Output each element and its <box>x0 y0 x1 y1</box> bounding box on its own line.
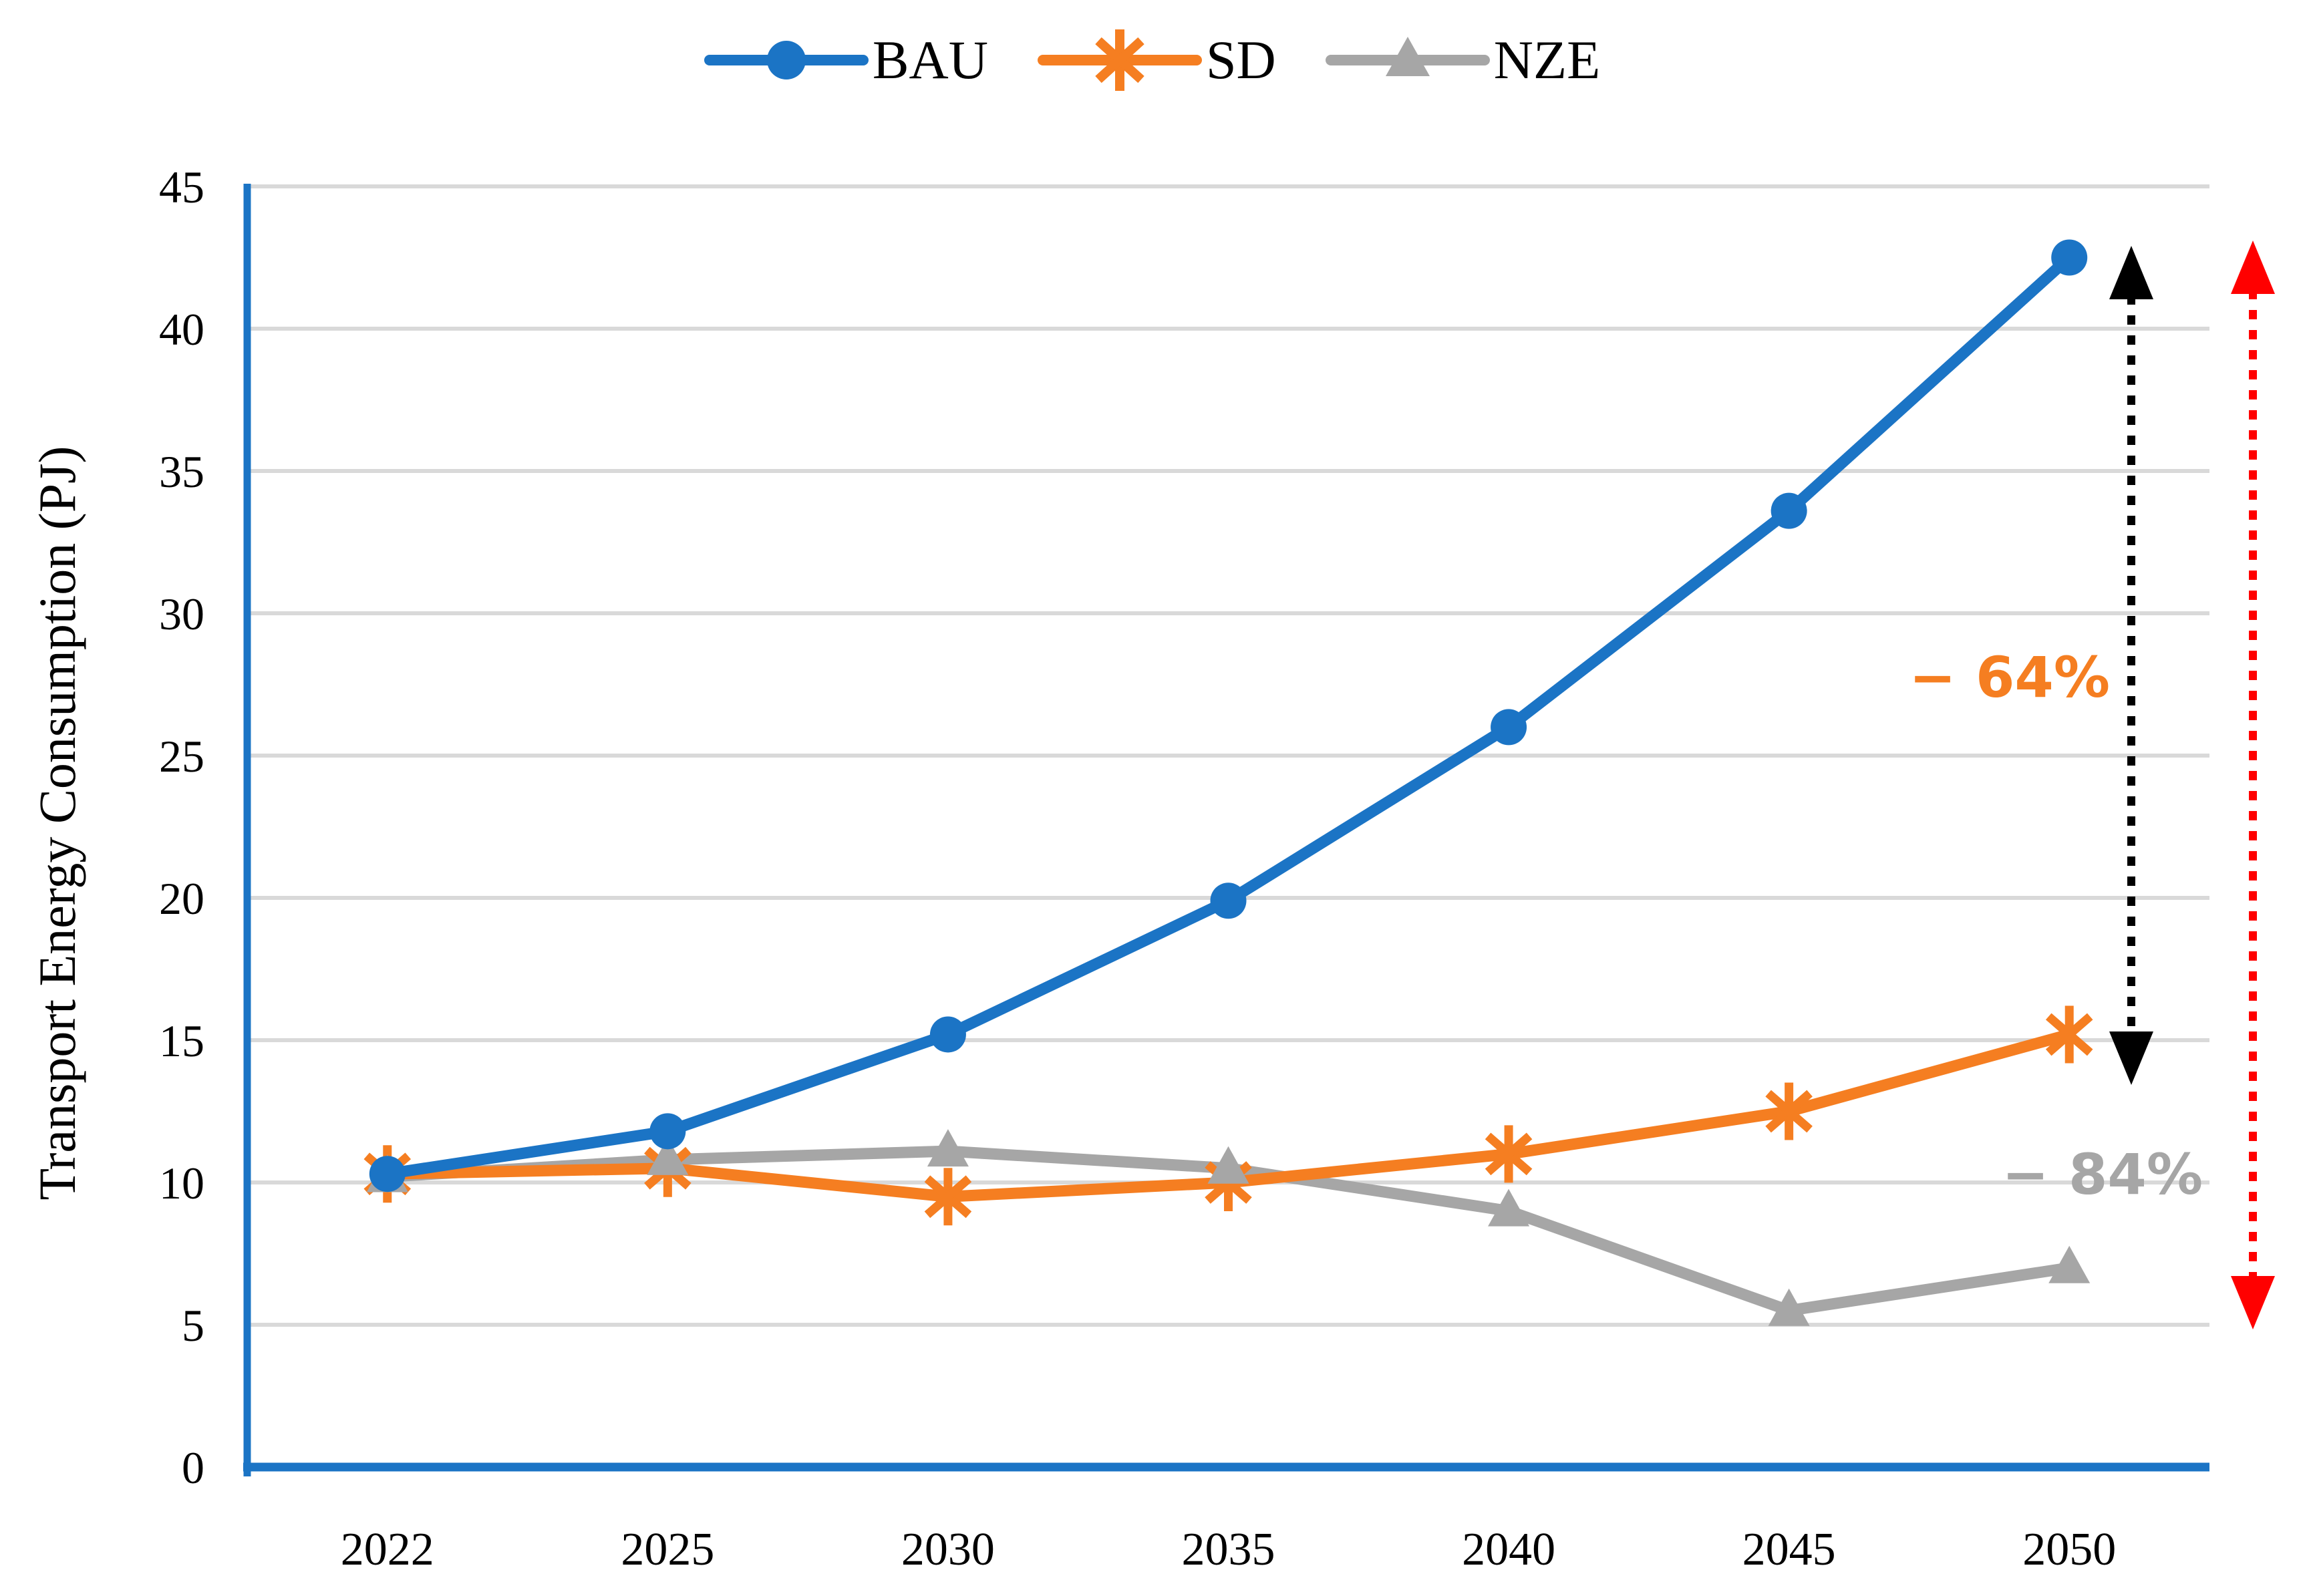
legend-label-sd: SD <box>1205 29 1276 90</box>
bau-vs-nze-arrow <box>2231 241 2275 1329</box>
y-tick-labels: 0 5 10 15 20 25 30 35 40 45 <box>159 162 204 1493</box>
series-markers-bau <box>369 239 2088 1192</box>
nze-line-triangle-marker-icon <box>1325 37 1490 76</box>
data-point-circle <box>2051 239 2088 276</box>
y-tick-label: 45 <box>159 162 204 212</box>
data-point-triangle <box>1768 1288 1810 1326</box>
data-point-triangle <box>647 1137 689 1175</box>
x-tick-label: 2025 <box>621 1524 714 1575</box>
data-point-asterisk <box>1485 1125 1533 1183</box>
y-tick-label: 40 <box>159 304 204 355</box>
data-point-triangle <box>1207 1146 1249 1184</box>
data-point-circle <box>649 1113 686 1150</box>
y-tick-label: 5 <box>182 1300 204 1351</box>
data-point-circle <box>1491 709 1527 746</box>
y-tick-label: 30 <box>159 589 204 639</box>
data-point-circle <box>1771 492 1807 529</box>
data-point-asterisk <box>1765 1082 1813 1140</box>
legend-label-bau: BAU <box>872 29 988 90</box>
y-axis-title: Transport Energy Consumption (PJ) <box>28 446 86 1201</box>
y-tick-label: 35 <box>159 446 204 497</box>
axes <box>243 184 2209 1476</box>
legend: BAU SD NZE <box>0 20 2303 100</box>
bau-vs-sd-arrow <box>2109 246 2153 1085</box>
sd-reduction-label: − 64% <box>1909 645 2110 710</box>
data-point-triangle <box>1488 1188 1530 1227</box>
gridlines <box>247 184 2209 1327</box>
legend-item-bau: BAU <box>703 20 988 100</box>
data-point-circle <box>929 1016 966 1053</box>
y-tick-label: 15 <box>159 1015 204 1066</box>
data-point-asterisk <box>2045 1005 2093 1064</box>
x-tick-label: 2035 <box>1182 1524 1275 1575</box>
data-point-asterisk <box>924 1168 972 1226</box>
y-tick-label: 10 <box>159 1158 204 1209</box>
series-line-bau <box>381 252 2075 1180</box>
x-tick-label: 2050 <box>2022 1524 2116 1575</box>
legend-item-nze: NZE <box>1324 20 1600 100</box>
data-point-circle <box>1210 883 1247 919</box>
data-point-triangle <box>2048 1245 2091 1283</box>
x-tick-label: 2030 <box>901 1524 995 1575</box>
legend-label-nze: NZE <box>1493 29 1601 90</box>
bau-line-circle-marker-icon <box>704 41 869 79</box>
y-tick-label: 0 <box>182 1442 204 1493</box>
nze-reduction-label: − 84% <box>2002 1142 2203 1207</box>
legend-item-sd: SD <box>1036 20 1276 100</box>
data-point-triangle <box>927 1129 969 1167</box>
y-tick-label: 25 <box>159 731 204 782</box>
y-tick-label: 20 <box>159 873 204 924</box>
x-tick-label: 2040 <box>1462 1524 1555 1575</box>
sd-line-asterisk-marker-icon <box>1037 29 1202 91</box>
x-tick-label: 2022 <box>341 1524 434 1575</box>
x-tick-labels: 2022 2025 2030 2035 2040 2045 2050 <box>341 1524 2116 1575</box>
data-point-circle <box>369 1156 406 1192</box>
x-tick-label: 2045 <box>1742 1524 1836 1575</box>
